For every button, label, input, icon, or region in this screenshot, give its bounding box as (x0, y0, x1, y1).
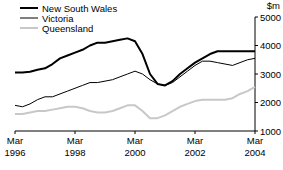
y-tick (255, 17, 258, 18)
x-tick (195, 131, 196, 134)
y-tick-label: 3000 (260, 69, 281, 80)
x-tick-label: Mar1996 (4, 135, 25, 158)
y-tick-label: 2000 (260, 97, 281, 108)
chart: 10002000300040005000$mMar1996Mar1998Mar2… (0, 0, 283, 170)
x-tick-label: Mar1998 (64, 135, 85, 158)
legend-swatch (20, 7, 38, 9)
y-axis-label: $m (267, 0, 280, 11)
x-tick (15, 131, 16, 134)
legend-swatch (20, 27, 38, 29)
plot-lines (15, 38, 255, 118)
x-tick-label: Mar2004 (244, 135, 265, 158)
x-tick-label: Mar2002 (184, 135, 205, 158)
series-line (15, 38, 255, 85)
x-tick (75, 131, 76, 134)
x-tick-label: Mar2000 (124, 135, 145, 158)
legend-label: Queensland (42, 23, 93, 34)
y-tick (255, 74, 258, 75)
y-tick-label: 4000 (260, 40, 281, 51)
legend-swatch (20, 18, 38, 19)
y-tick (255, 102, 258, 103)
y-tick (255, 45, 258, 46)
series-line (15, 87, 255, 118)
x-tick (255, 131, 256, 134)
x-tick (135, 131, 136, 134)
y-tick-label: 5000 (260, 12, 281, 23)
